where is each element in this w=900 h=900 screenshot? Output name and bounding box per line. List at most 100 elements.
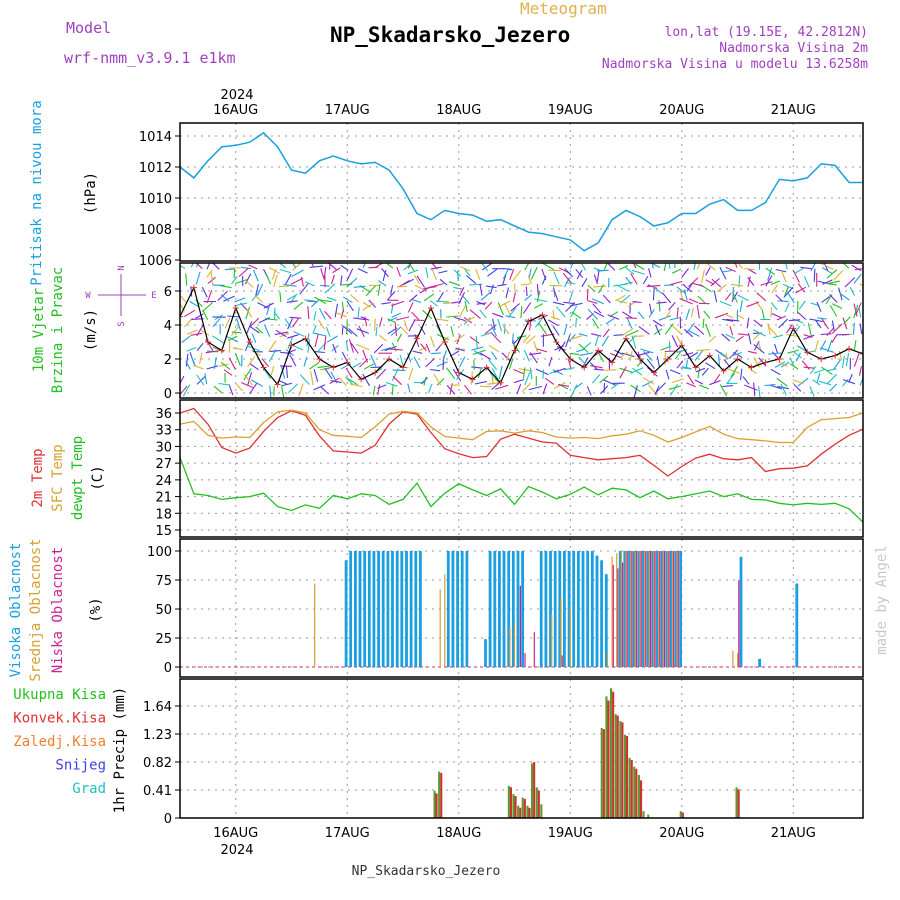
temp-sfc-label: SFC Temp (50, 444, 66, 511)
wind-arrow (780, 270, 787, 283)
wind-arrow (273, 274, 278, 288)
wind-arrow (513, 368, 524, 375)
wind-speed-marker (581, 364, 588, 371)
precip-bar (433, 790, 436, 818)
wind-arrow (771, 351, 779, 359)
wind-arrow (607, 314, 620, 320)
wind-arrow (458, 292, 465, 305)
wind-arrow (292, 318, 299, 328)
precip-bar (540, 804, 543, 818)
precip-bar (637, 775, 640, 818)
precip-series-1 (435, 691, 740, 818)
wind-arrow (753, 319, 763, 328)
cloud-bar (618, 551, 622, 667)
wind-arrow (562, 272, 573, 284)
wind-arrow (472, 349, 486, 356)
cloud-bar (524, 653, 526, 667)
wind-arrow (396, 316, 410, 321)
cloud-bar (660, 551, 664, 667)
wind-arrow (553, 382, 566, 389)
day-label-top: 18AUG (436, 103, 481, 118)
wind-arrow (319, 385, 329, 395)
wind-arrow (687, 329, 700, 337)
y-tick-label: 50 (155, 603, 172, 618)
wind-arrow (324, 283, 336, 294)
wind-arrow (821, 366, 833, 375)
wind-arrow (670, 280, 683, 286)
wind-arrow (699, 384, 709, 390)
wind-arrow (378, 280, 387, 287)
wind-arrow (826, 368, 837, 372)
wind-arrow (439, 278, 448, 286)
wind-speed-marker (650, 369, 657, 376)
wind-arrow (612, 283, 627, 287)
compass-south: S (117, 321, 127, 326)
wind-arrow (491, 332, 501, 343)
wind-arrow (490, 323, 497, 337)
wind-arrow (669, 383, 679, 396)
wind-arrow (607, 263, 616, 271)
wind-arrow (285, 349, 296, 355)
cloud-unit-label: (%) (88, 597, 104, 622)
wind-arrow (603, 379, 617, 386)
precip-bar (624, 734, 627, 818)
wind-arrow (697, 295, 706, 304)
cloud-bar (646, 551, 650, 667)
wind-arrow (513, 344, 520, 353)
wind-speed-marker (469, 376, 476, 383)
wind-arrow (817, 317, 827, 320)
wind-arrow (629, 350, 633, 361)
wind-arrow (289, 316, 302, 319)
wind-arrow (199, 352, 203, 364)
wind-arrow (342, 296, 353, 303)
wind-arrow (563, 301, 575, 305)
cloud-bar (665, 551, 669, 667)
wind-arrow (820, 263, 834, 270)
wind-arrow (470, 371, 473, 385)
day-label-bottom: 19AUG (548, 826, 593, 841)
wind-arrow (377, 384, 387, 389)
wind-arrow (568, 334, 576, 342)
wind-speed-marker (636, 356, 643, 362)
temp-dewpt-label: dewpt Temp (70, 436, 86, 520)
cloud-bar (400, 551, 404, 667)
wind-arrow (747, 366, 757, 375)
wind-arrow (190, 332, 203, 336)
wind-arrow (201, 302, 213, 312)
cloud-bar (649, 551, 652, 667)
wind-arrow (298, 383, 304, 397)
y-tick-label: 75 (155, 574, 172, 589)
wind-arrow (625, 317, 637, 319)
wind-arrow (775, 294, 783, 302)
wind-arrow (735, 313, 745, 320)
wind-arrow (268, 340, 277, 353)
wind-arrow (422, 309, 433, 320)
wind-arrow (649, 303, 653, 315)
wind-arrow (510, 303, 521, 312)
wind-arrow (480, 331, 493, 337)
wind-arrow (580, 263, 587, 271)
wind-arrow (669, 369, 681, 375)
wind-arrow (345, 340, 349, 352)
wind-arrow (263, 302, 274, 309)
wind-arrow (269, 385, 272, 398)
wind-arrow (681, 268, 689, 278)
panel-frame (179, 399, 864, 538)
wind-arrow (332, 343, 337, 353)
wind-arrow (593, 274, 599, 285)
cloud-bar (600, 560, 603, 667)
wind-arrow (219, 285, 232, 289)
cloud-bar (344, 560, 348, 667)
cloud-bar (519, 585, 521, 667)
wind-arrow (524, 294, 533, 302)
wind-arrow (643, 351, 653, 361)
cloud-bar (663, 551, 665, 667)
wind-arrow (183, 317, 193, 328)
wind-arrow (664, 310, 672, 320)
wind-arrow (705, 362, 716, 370)
wind-arrow (285, 349, 295, 357)
wind-arrow (512, 292, 516, 303)
wind-arrow (186, 346, 197, 352)
cloud-bar (549, 551, 552, 667)
wind-arrow (243, 368, 252, 381)
